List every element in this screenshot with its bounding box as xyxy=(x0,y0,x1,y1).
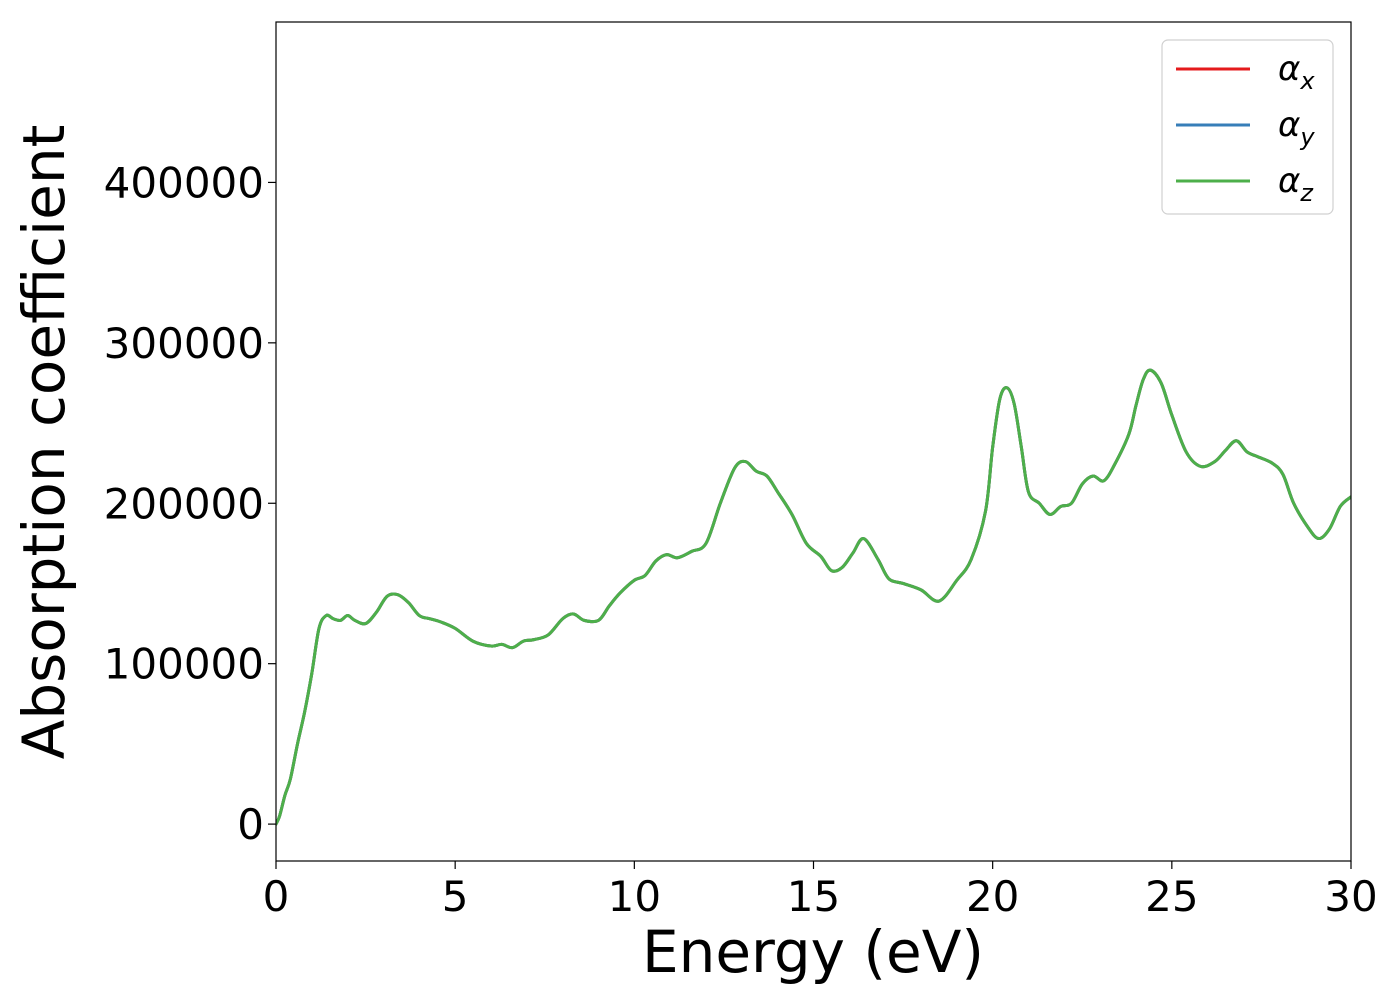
y-tick-label: 300000 xyxy=(104,319,264,368)
x-axis-ticks: 0 5 10 15 20 25 30 xyxy=(263,861,1378,921)
x-tick-label: 10 xyxy=(608,872,661,921)
y-tick-label: 100000 xyxy=(104,640,264,689)
legend-label: αy xyxy=(1278,105,1315,151)
legend-label: αz xyxy=(1278,161,1314,207)
legend-box xyxy=(1161,39,1334,215)
series-layer xyxy=(276,368,1351,826)
y-tick-label: 400000 xyxy=(104,158,264,207)
y-axis-ticks: 0 100000 200000 300000 400000 xyxy=(104,158,276,849)
x-tick-label: 25 xyxy=(1145,872,1198,921)
y-tick-label: 0 xyxy=(237,800,264,849)
series-line-alpha-z xyxy=(276,368,1351,826)
legend-label-base: α xyxy=(1278,49,1300,89)
legend-label-base: α xyxy=(1278,161,1300,201)
legend-label-subscript: z xyxy=(1299,179,1314,207)
legend-label-base: α xyxy=(1278,105,1300,145)
y-axis-label: Absorption coefficient xyxy=(10,125,78,760)
x-tick-label: 0 xyxy=(263,872,290,921)
x-axis-label: Energy (eV) xyxy=(642,918,984,986)
legend-label-subscript: y xyxy=(1299,123,1315,151)
legend-label-subscript: x xyxy=(1299,67,1315,95)
x-tick-label: 15 xyxy=(787,872,840,921)
plot-frame xyxy=(275,21,1352,862)
x-tick-label: 20 xyxy=(966,872,1019,921)
x-tick-label: 30 xyxy=(1324,872,1377,921)
y-tick-label: 200000 xyxy=(104,479,264,528)
x-tick-label: 5 xyxy=(442,872,469,921)
legend-label: αx xyxy=(1278,49,1315,95)
